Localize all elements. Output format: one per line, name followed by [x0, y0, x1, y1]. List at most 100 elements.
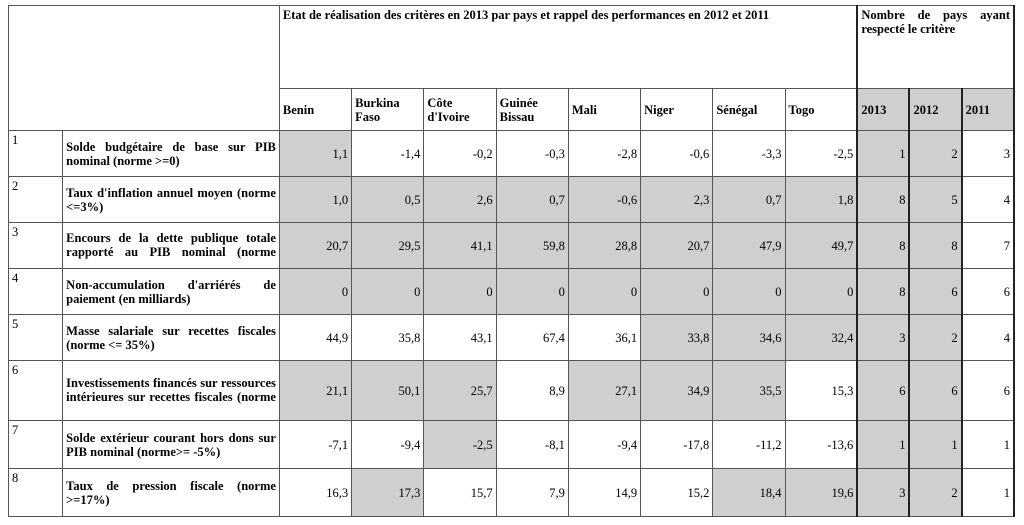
count-cell: 6: [960, 360, 1016, 421]
value-cell: 17,3: [351, 468, 425, 517]
value-cell: 0: [712, 268, 786, 315]
data-row: 5 Masse salariale sur recettes fiscales (…: [7, 314, 1016, 361]
row-number: 6: [7, 360, 64, 421]
count-cell: 2: [908, 314, 963, 361]
value-cell: 8,9: [495, 360, 569, 421]
count-cell: 3: [856, 468, 911, 517]
value-cell: -13,6: [784, 420, 858, 469]
value-cell: 41,1: [423, 222, 497, 269]
country-header: Burkina Faso: [351, 88, 425, 131]
value-cell: 2,3: [640, 176, 714, 223]
count-title: Nombre de pays ayant respecté le critère: [856, 5, 1015, 89]
value-cell: 1,8: [784, 176, 858, 223]
value-cell: 19,6: [784, 468, 858, 517]
value-cell: 0: [278, 268, 353, 315]
value-cell: -1,4: [351, 130, 425, 177]
value-cell: 33,8: [640, 314, 714, 361]
value-cell: 34,9: [640, 360, 714, 421]
count-cell: 6: [960, 268, 1016, 315]
criterion: Encours de la dette publique totale rapp…: [62, 222, 280, 269]
count-cell: 6: [856, 360, 911, 421]
value-cell: 16,3: [278, 468, 353, 517]
value-cell: 44,9: [278, 314, 353, 361]
criterion: Solde budgétaire de base sur PIB nominal…: [62, 130, 280, 177]
count-cell: 8: [856, 268, 911, 315]
value-cell: 59,8: [495, 222, 569, 269]
value-cell: 14,9: [567, 468, 642, 517]
criterion: Investissements financés sur ressources …: [62, 360, 280, 421]
value-cell: 43,1: [423, 314, 497, 361]
value-cell: 0: [423, 268, 497, 315]
criterion-text: Encours de la dette publique totale rapp…: [66, 230, 276, 261]
value-cell: 49,7: [784, 222, 858, 269]
value-cell: 21,1: [278, 360, 353, 421]
count-cell: 1: [908, 420, 963, 469]
value-cell: 67,4: [495, 314, 569, 361]
row-number: 7: [7, 420, 64, 469]
value-cell: 25,7: [423, 360, 497, 421]
count-cell: 1: [856, 130, 911, 177]
value-cell: -8,1: [495, 420, 569, 469]
value-cell: 35,5: [712, 360, 786, 421]
count-cell: 6: [908, 268, 963, 315]
data-row: 3 Encours de la dette publique totale rap…: [7, 222, 1016, 269]
country-header: Sénégal: [712, 88, 786, 131]
count-cell: 2: [908, 130, 963, 177]
row-number: 8: [7, 468, 64, 517]
country-header: Benin: [278, 88, 353, 131]
value-cell: 0,7: [495, 176, 569, 223]
corner-cell: [8, 5, 280, 131]
value-cell: -9,4: [567, 420, 642, 469]
value-cell: 0,5: [351, 176, 425, 223]
data-row: 7 Solde extérieur courant hors dons sur P…: [7, 420, 1016, 469]
value-cell: 20,7: [278, 222, 353, 269]
data-row: 2 Taux d'inflation annuel moyen (norme <=…: [7, 176, 1016, 223]
data-row: 4 Non-accumulation d'arriérés de paiement…: [7, 268, 1016, 315]
count-cell: 8: [856, 176, 911, 223]
value-cell: 18,4: [712, 468, 786, 517]
value-cell: 0: [495, 268, 569, 315]
value-cell: 20,7: [640, 222, 714, 269]
value-cell: 50,1: [351, 360, 425, 421]
header-row: Etat de réalisation des critères en 2013…: [8, 5, 1015, 131]
value-cell: -9,4: [351, 420, 425, 469]
value-cell: 35,8: [351, 314, 425, 361]
value-cell: 32,4: [784, 314, 858, 361]
criterion-text: Masse salariale sur recettes fiscales (n…: [66, 323, 276, 352]
value-cell: 2,6: [423, 176, 497, 223]
count-cell: 1: [856, 420, 911, 469]
value-cell: 15,3: [784, 360, 858, 421]
value-cell: 47,9: [712, 222, 786, 269]
criteria-table: Etat de réalisation des critères en 2013…: [7, 5, 1016, 517]
value-cell: 28,8: [567, 222, 642, 269]
country-header: Côte d'Ivoire: [423, 88, 497, 131]
value-cell: -2,5: [784, 130, 858, 177]
count-cell: 7: [960, 222, 1016, 269]
value-cell: -3,3: [712, 130, 786, 177]
criterion-text: Non-accumulation d'arriérés de paiement …: [66, 277, 276, 306]
year-header: 2012: [908, 88, 963, 131]
count-cell: 4: [960, 176, 1016, 223]
criterion: Non-accumulation d'arriérés de paiement …: [62, 268, 280, 315]
value-cell: 1,0: [278, 176, 353, 223]
country-header: Mali: [567, 88, 642, 131]
year-header: 2011: [960, 88, 1016, 131]
count-cell: 2: [908, 468, 963, 517]
criterion-text: Investissements financés sur ressources …: [66, 375, 276, 406]
count-cell: 1: [960, 420, 1016, 469]
value-cell: 27,1: [567, 360, 642, 421]
country-header: Togo: [784, 88, 858, 131]
value-cell: -11,2: [712, 420, 786, 469]
value-cell: 0: [784, 268, 858, 315]
value-cell: -17,8: [640, 420, 714, 469]
criterion-text: Solde budgétaire de base sur PIB nominal…: [66, 139, 276, 168]
criterion: Solde extérieur courant hors dons sur PI…: [62, 420, 280, 469]
group-title: Etat de réalisation des critères en 2013…: [278, 5, 858, 89]
criterion: Taux d'inflation annuel moyen (norme <=3…: [62, 176, 280, 223]
count-cell: 6: [908, 360, 963, 421]
value-cell: 7,9: [495, 468, 569, 517]
data-row: 1 Solde budgétaire de base sur PIB nomina…: [7, 130, 1016, 177]
value-cell: -0,6: [640, 130, 714, 177]
row-number: 2: [7, 176, 64, 223]
